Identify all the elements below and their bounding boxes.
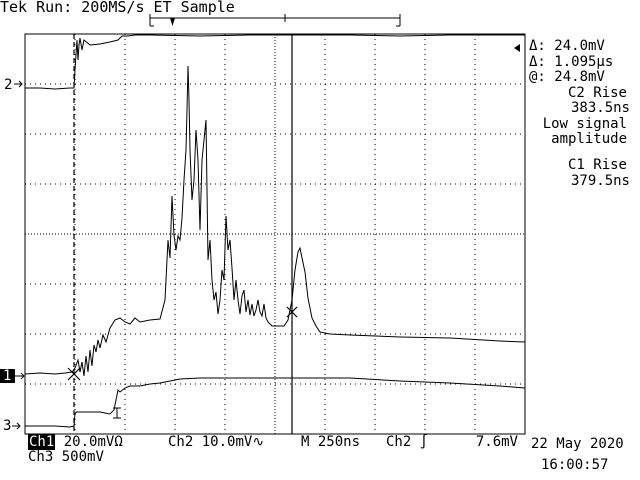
cursor-delta-time: Δ: 1.095µs — [529, 54, 614, 70]
ch2-trace — [25, 34, 525, 90]
trigger-position-icon — [170, 18, 175, 26]
ch1-scale: 20.0mV — [63, 434, 115, 450]
ch3-ground-arrow-icon — [12, 422, 21, 430]
c1-rise-value: 379.5ns — [570, 173, 630, 189]
ch2-ground-arrow-icon — [14, 80, 23, 88]
warning-line-2: amplitude — [551, 131, 627, 147]
ch2-settings[interactable]: Ch2 10.0mV∿ — [168, 434, 264, 450]
c2-rise-value: 383.5ns — [570, 100, 630, 116]
cursor-1-cross-icon — [67, 367, 81, 381]
trigger-slope-icon: ∫ — [419, 434, 429, 450]
trigger-source: Ch2 — [386, 434, 412, 450]
date-display: 22 May 2020 — [531, 436, 624, 452]
time-display: 16:00:57 — [541, 457, 609, 473]
c1-rise-label: C1 Rise — [567, 157, 627, 173]
ch1-settings[interactable]: Ch1 20.0mVΩ — [28, 434, 123, 450]
ch1-ground-arrow-icon — [15, 372, 25, 380]
ch3-name: Ch3 — [28, 449, 54, 465]
timebase-settings[interactable]: M 250ns — [301, 434, 360, 450]
warning-line-1: Low signal — [542, 116, 627, 132]
graticule-center-axes — [25, 34, 525, 434]
ch2-coupling-icon: ∿ — [252, 434, 265, 450]
ch3-settings[interactable]: Ch3 500mV — [28, 449, 104, 465]
timebase-value: 250ns — [317, 434, 361, 450]
trigger-level: 7.6mV — [475, 434, 518, 450]
ch1-marker-box — [0, 369, 15, 383]
ch2-scale: 10.0mV — [201, 434, 253, 450]
ch3-marker-label: 3 — [3, 418, 12, 434]
status-bar: Tek Run: 200MS/s ET Sample — [0, 0, 235, 16]
ch1-name: Ch1 — [28, 434, 56, 450]
ch1-marker-label: 1 — [3, 368, 12, 384]
cursor-delta-voltage: Δ: 24.0mV — [529, 38, 605, 54]
ch2-name: Ch2 — [168, 434, 194, 450]
timebase-label: M — [301, 434, 310, 450]
ch3-trigger-tick-icon — [113, 407, 121, 419]
ch2-marker-label: 2 — [4, 77, 13, 93]
c2-rise-label: C2 Rise — [567, 85, 627, 101]
ch1-coupling-icon: Ω — [114, 434, 123, 450]
ch3-trace — [25, 377, 526, 428]
trigger-settings[interactable]: Ch2 ∫ — [386, 434, 428, 450]
cursor-at-voltage: @: 24.8mV — [529, 69, 605, 85]
record-position-bar — [149, 14, 401, 27]
trigger-level-icon — [514, 44, 520, 52]
ch3-scale: 500mV — [61, 449, 104, 465]
ch1-trace — [24, 65, 526, 377]
